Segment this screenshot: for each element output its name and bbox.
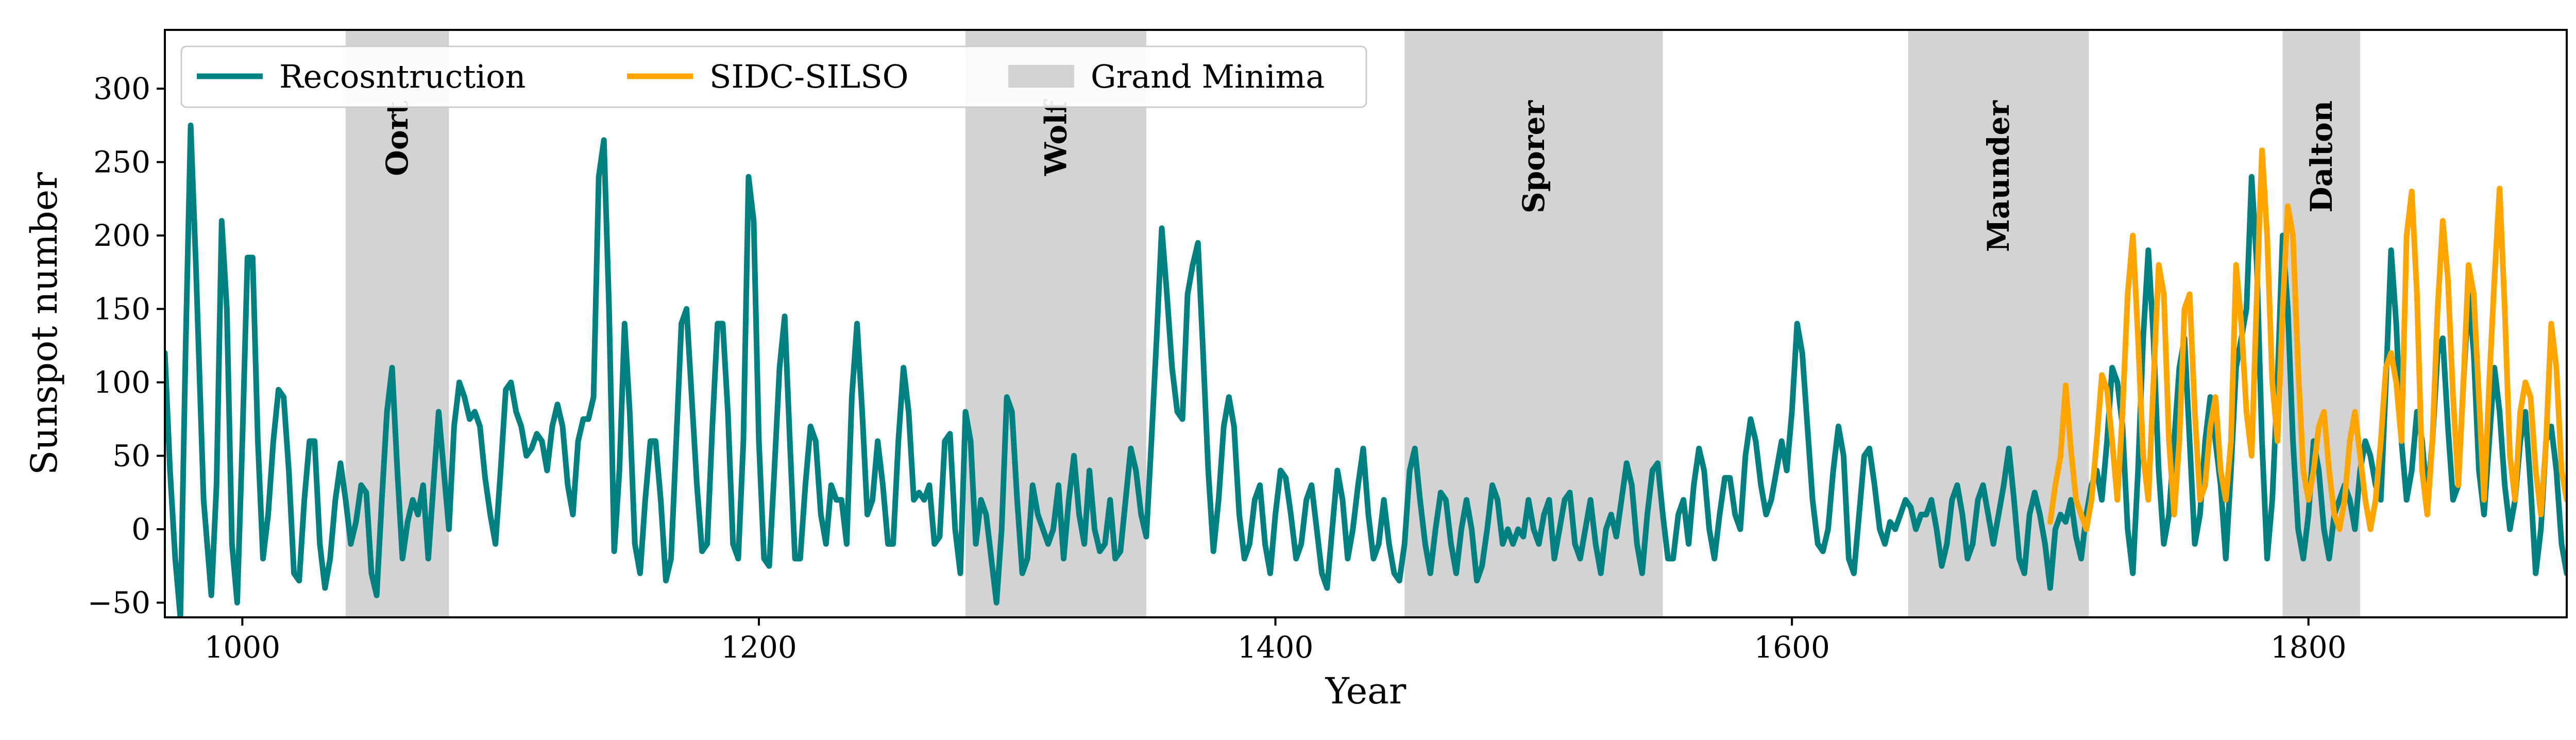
y-tick-label: 300 — [93, 71, 150, 106]
y-tick-label: 200 — [93, 218, 150, 253]
legend-label-recosntruction: Recosntruction — [279, 58, 526, 95]
minimum-label-wolf: Wolf — [1038, 98, 1073, 176]
legend-label-grand-minima: Grand Minima — [1091, 58, 1325, 95]
series-line-recosntruction — [165, 122, 2567, 617]
x-axis-ticks: 1000 1200 1400 1600 1800 — [205, 617, 2347, 665]
minimum-label-maunder: Maunder — [1981, 100, 2016, 253]
grand-minima-labels: Oort Wolf Sporer Maunder Dalton — [380, 98, 2339, 252]
minimum-label-oort: Oort — [380, 100, 415, 176]
y-tick-label: 250 — [93, 145, 150, 180]
legend-swatch-grand-minima — [1008, 65, 1074, 88]
legend-frame — [180, 45, 1367, 108]
y-axis-label: Sunspot number — [23, 172, 65, 475]
series-layer — [165, 122, 2567, 617]
x-tick-label: 1800 — [2270, 630, 2347, 665]
plot-frame — [164, 29, 2568, 618]
x-tick-label: 1200 — [721, 630, 797, 665]
x-axis-label: Year — [1325, 670, 1406, 712]
legend: Recosntruction SIDC-SILSO Grand Minima — [180, 45, 1367, 108]
y-tick-label: 50 — [112, 439, 150, 474]
legend-label-sidc-silso: SIDC-SILSO — [709, 58, 909, 95]
minimum-label-sporer: Sporer — [1516, 100, 1551, 214]
minimum-label-dalton: Dalton — [2304, 100, 2339, 213]
y-tick-label: 150 — [93, 292, 150, 327]
y-tick-label: 100 — [93, 365, 150, 400]
x-tick-label: 1400 — [1238, 630, 1314, 665]
y-axis-ticks: −50 0 50 100 150 200 250 300 — [88, 71, 165, 620]
series-line-sidc-silso — [2047, 147, 2567, 532]
x-tick-label: 1000 — [205, 630, 281, 665]
y-tick-label: 0 — [131, 512, 150, 547]
x-tick-label: 1600 — [1754, 630, 1830, 665]
y-tick-label: −50 — [88, 585, 150, 620]
